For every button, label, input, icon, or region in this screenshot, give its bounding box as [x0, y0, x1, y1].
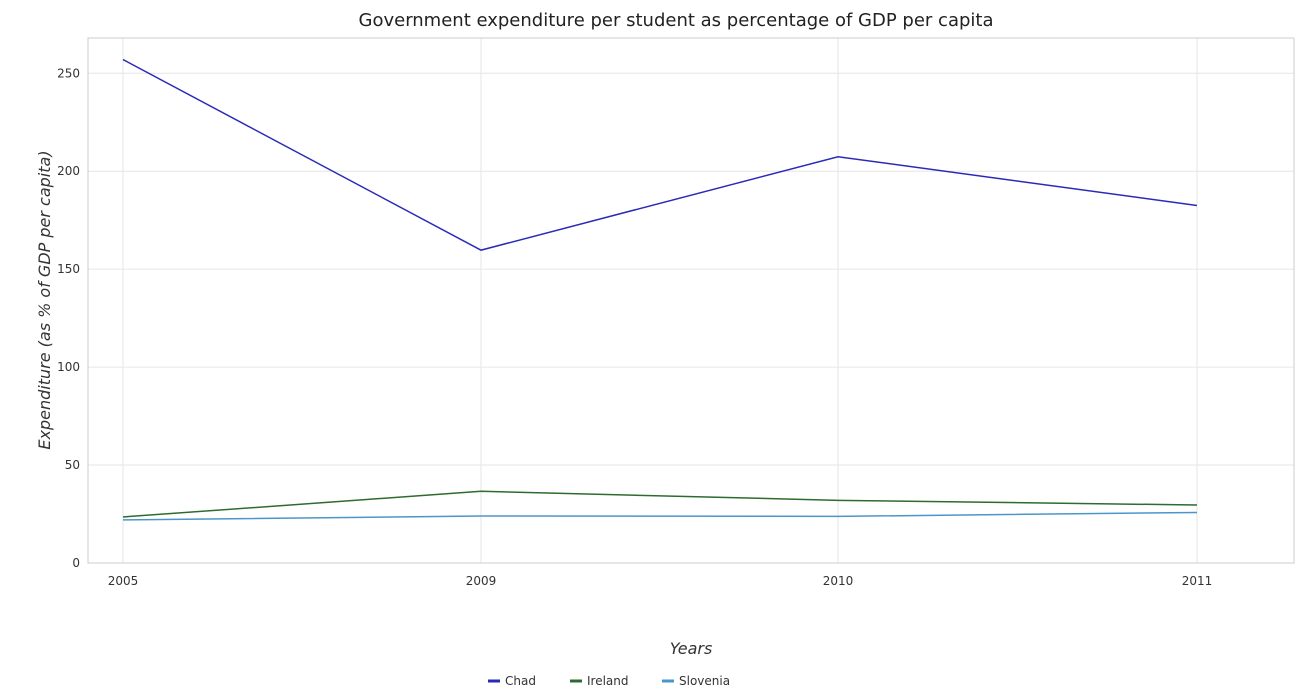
- legend-label-chad: Chad: [505, 674, 536, 688]
- plot-frame: [87, 37, 1295, 564]
- grid: [88, 38, 1294, 564]
- x-tick-label: 2011: [1182, 574, 1213, 588]
- legend-label-slovenia: Slovenia: [679, 674, 730, 688]
- y-tick-label: 100: [57, 360, 80, 374]
- series-lines: [122, 58, 1198, 521]
- chart-title: Government expenditure per student as pe…: [359, 10, 994, 31]
- x-tick-label: 2009: [466, 574, 497, 588]
- y-axis-label: Expenditure (as % of GDP per capita): [35, 150, 54, 449]
- y-tick-label: 0: [72, 556, 80, 570]
- x-axis-ticks: 2005 2009 2010 2011: [108, 574, 1213, 588]
- series-line-ireland: [122, 490, 1198, 518]
- y-tick-label: 200: [57, 164, 80, 178]
- legend-label-ireland: Ireland: [587, 674, 629, 688]
- y-tick-label: 250: [57, 66, 80, 80]
- x-tick-label: 2010: [823, 574, 854, 588]
- series-line-slovenia: [122, 511, 1198, 521]
- y-axis-ticks: 0 50 100 150 200 250: [57, 66, 80, 570]
- y-tick-label: 50: [65, 458, 80, 472]
- y-tick-label: 150: [57, 262, 80, 276]
- series-line-chad: [122, 58, 1198, 251]
- x-tick-label: 2005: [108, 574, 139, 588]
- legend: Chad Ireland Slovenia: [488, 674, 730, 688]
- x-axis-label: Years: [670, 639, 713, 658]
